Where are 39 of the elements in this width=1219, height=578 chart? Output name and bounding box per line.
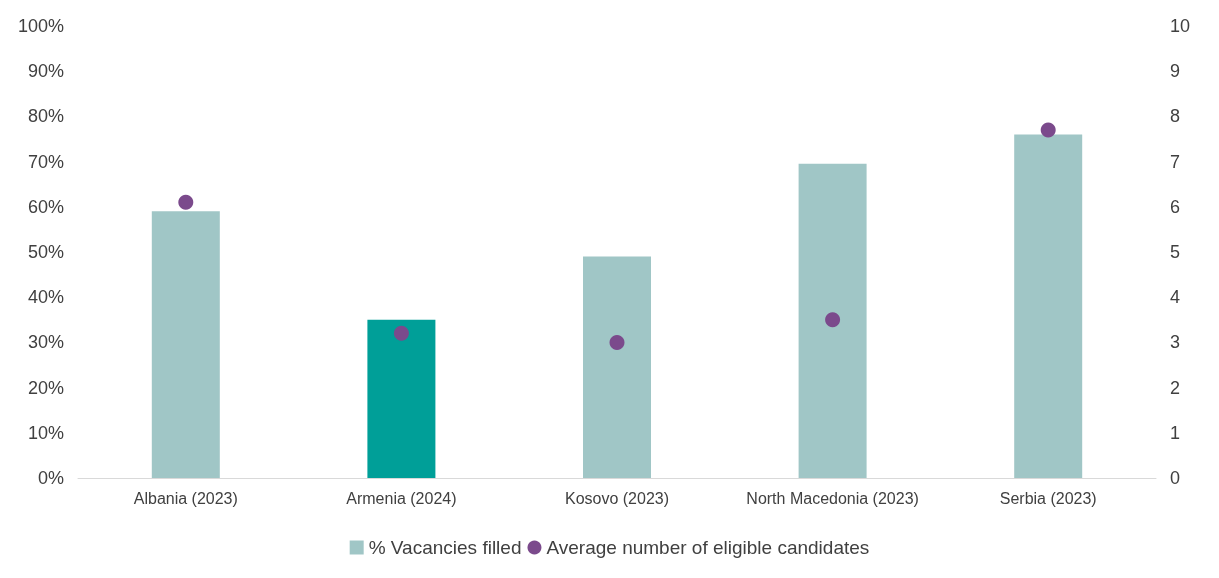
bar: [151, 211, 220, 478]
y2-tick-label: 0: [1170, 468, 1181, 488]
x-tick-label: Serbia (2023): [999, 489, 1097, 507]
y2-tick-label: 1: [1170, 422, 1181, 443]
y-tick-label: 50%: [27, 242, 64, 262]
y-tick-label: 40%: [27, 287, 64, 308]
y2-tick-label: 7: [1170, 151, 1181, 172]
y-tick-label: 0%: [37, 468, 64, 488]
y-tick-label: 80%: [27, 106, 64, 127]
x-tick-label: Albania (2023): [133, 489, 238, 507]
x-tick-label: North Macedonia (2023): [746, 489, 919, 507]
y-tick-label: 90%: [27, 61, 64, 82]
bar: [583, 256, 651, 478]
bar: [798, 163, 867, 478]
point: [178, 194, 194, 210]
point: [609, 334, 625, 350]
x-tick-label: Armenia (2024): [346, 489, 457, 507]
x-tick-label: Kosovo (2023): [564, 489, 670, 507]
y2-tick-label: 10: [1170, 16, 1191, 36]
point: [1040, 122, 1056, 138]
legend-label: % Vacancies filled: [368, 537, 522, 558]
y-tick-label: 20%: [27, 377, 64, 398]
y2-tick-label: 8: [1170, 106, 1181, 127]
y2-tick-label: 9: [1170, 61, 1181, 82]
y2-tick-label: 6: [1170, 196, 1181, 217]
y-tick-label: 30%: [27, 332, 64, 353]
y2-tick-label: 3: [1170, 332, 1181, 353]
bar: [367, 319, 436, 478]
point: [825, 312, 841, 328]
bar: [1014, 134, 1083, 478]
y-tick-label: 100%: [17, 16, 64, 36]
y-tick-label: 60%: [27, 196, 64, 217]
y-tick-label: 10%: [27, 422, 64, 443]
y2-tick-label: 4: [1170, 287, 1181, 308]
y2-tick-label: 5: [1170, 242, 1181, 262]
y-tick-label: 70%: [27, 151, 64, 172]
y2-tick-label: 2: [1170, 377, 1181, 398]
legend-label: Average number of eligible candidates: [546, 537, 870, 558]
point: [393, 325, 409, 341]
